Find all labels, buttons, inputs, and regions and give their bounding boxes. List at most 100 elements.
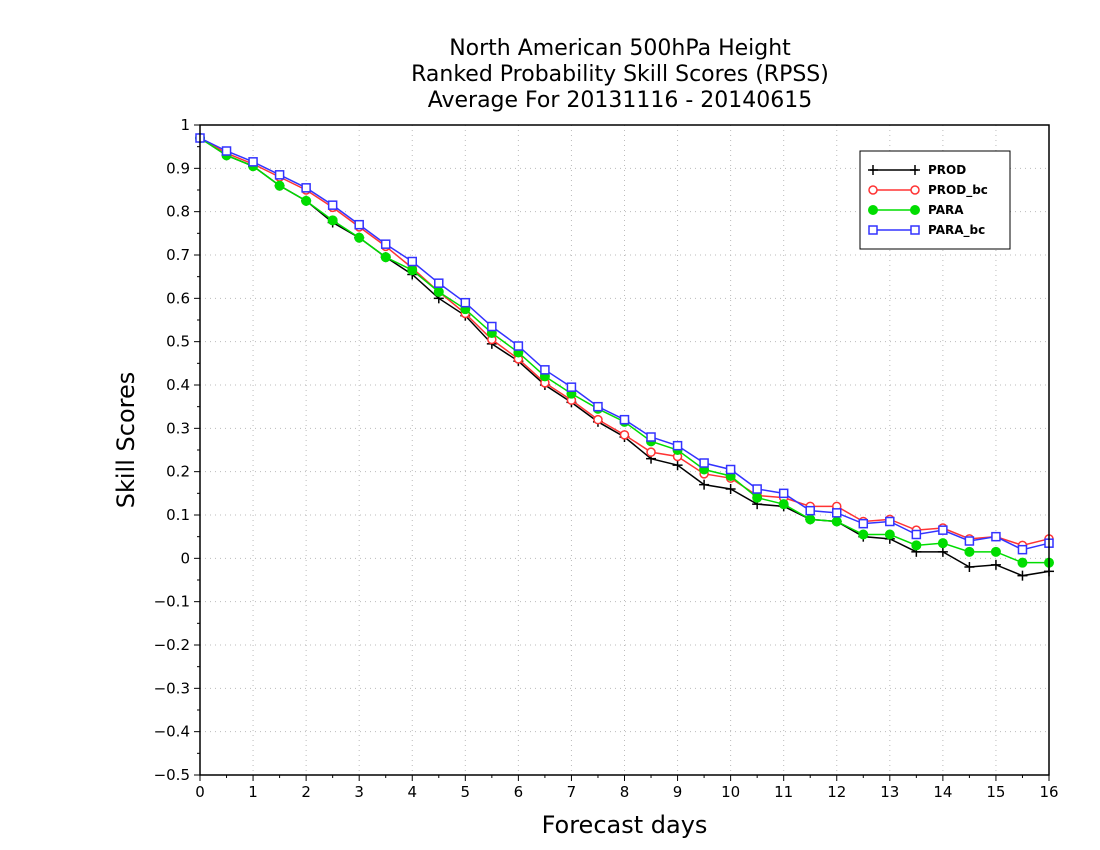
- data-point: [778, 499, 789, 510]
- y-tick-label: 0.3: [166, 419, 190, 437]
- data-point: [593, 414, 603, 425]
- data-point: [407, 265, 418, 276]
- x-tick-label: 9: [673, 783, 683, 801]
- data-point: [805, 505, 815, 516]
- data-point: [1017, 557, 1028, 568]
- data-point: [868, 225, 878, 235]
- x-tick-label: 12: [827, 783, 846, 801]
- data-point: [964, 546, 975, 557]
- x-tick-label: 7: [567, 783, 577, 801]
- data-point: [301, 183, 311, 193]
- data-point: [831, 516, 842, 527]
- data-point: [884, 529, 895, 540]
- data-point: [910, 225, 920, 235]
- data-point: [407, 256, 417, 267]
- data-point: [327, 200, 338, 210]
- legend-item-para-bc: PARA_bc: [868, 223, 985, 238]
- y-tick-label: 0.5: [166, 333, 190, 351]
- data-point: [911, 540, 922, 551]
- y-tick-label: 0.6: [166, 289, 190, 307]
- data-point: [327, 215, 338, 226]
- data-point: [911, 529, 922, 540]
- legend-label: PROD_bc: [928, 183, 988, 198]
- data-point: [487, 321, 497, 332]
- legend: PROD PROD_bc PARA PARA_bc: [859, 150, 1011, 250]
- data-point: [964, 562, 975, 572]
- data-point: [672, 440, 683, 451]
- y-tick-label: 0: [180, 549, 190, 567]
- data-point: [991, 531, 1001, 542]
- data-point: [964, 536, 975, 546]
- chart-title-line-1: North American 500hPa Height: [449, 36, 791, 61]
- data-point: [910, 205, 920, 215]
- y-tick-label: 0.9: [166, 159, 190, 177]
- x-tick-label: 4: [407, 783, 417, 801]
- chart-title-line-2: Ranked Probability Skill Scores (RPSS): [411, 62, 829, 87]
- data-point: [858, 518, 869, 529]
- data-point: [910, 185, 920, 195]
- data-point: [990, 559, 1001, 570]
- data-point: [868, 185, 878, 195]
- y-tick-label: 0.2: [166, 463, 190, 481]
- x-tick-label: 2: [301, 783, 311, 801]
- x-tick-label: 1: [248, 783, 258, 801]
- y-tick-label: 0.4: [166, 376, 190, 394]
- data-point: [619, 430, 630, 440]
- y-axis-label: Skill Scores: [112, 372, 140, 509]
- data-point: [354, 232, 365, 243]
- y-tick-label: −0.4: [154, 723, 190, 741]
- x-tick-label: 5: [461, 783, 471, 801]
- y-tick-label: 0.7: [166, 246, 190, 264]
- data-point: [938, 525, 948, 535]
- x-tick-label: 10: [721, 783, 740, 801]
- legend-item-prod-bc: PROD_bc: [868, 183, 988, 198]
- axis-ticks: 0 1 2 3 4 5 6 7 8 9 10 11 12 13 14 15 16−0.5−0.4−0.3−0.2…: [154, 116, 1059, 801]
- y-tick-label: 0.8: [166, 203, 190, 221]
- data-point: [990, 546, 1001, 557]
- x-tick-label: 11: [774, 783, 793, 801]
- data-point: [274, 180, 285, 191]
- legend-box: [859, 150, 1011, 250]
- data-point: [910, 165, 920, 175]
- data-point: [752, 484, 762, 494]
- data-point: [805, 514, 816, 525]
- y-tick-label: −0.3: [154, 679, 190, 697]
- data-point: [301, 195, 312, 206]
- data-point: [672, 460, 683, 471]
- data-point: [434, 278, 444, 288]
- data-point: [868, 165, 878, 175]
- y-tick-label: −0.5: [154, 766, 190, 784]
- chart-title-line-3: Average For 20131116 - 20140615: [427, 88, 813, 113]
- y-tick-label: 0.1: [166, 506, 190, 524]
- data-point: [380, 252, 391, 263]
- data-point: [752, 492, 763, 503]
- data-point: [513, 341, 524, 351]
- data-point: [832, 508, 842, 518]
- x-tick-label: 16: [1039, 783, 1058, 801]
- legend-label: PARA: [928, 203, 964, 217]
- data-point: [725, 464, 736, 475]
- x-tick-label: 3: [354, 783, 364, 801]
- data-point: [274, 170, 285, 180]
- data-point: [699, 479, 710, 490]
- data-point: [778, 488, 789, 499]
- data-point: [937, 546, 948, 557]
- x-tick-label: 8: [620, 783, 630, 801]
- data-point: [937, 538, 948, 549]
- y-tick-label: 1: [180, 116, 190, 134]
- data-point: [221, 146, 232, 156]
- data-point: [566, 382, 577, 392]
- data-point: [619, 414, 630, 425]
- data-point: [1017, 544, 1028, 555]
- data-point: [646, 432, 656, 442]
- y-tick-label: −0.1: [154, 593, 190, 611]
- legend-item-prod: PROD: [868, 163, 966, 177]
- x-tick-label: 6: [514, 783, 524, 801]
- data-point: [248, 157, 258, 167]
- data-point: [1017, 570, 1028, 581]
- x-tick-label: 0: [195, 783, 205, 801]
- x-tick-label: 14: [933, 783, 952, 801]
- data-point: [725, 484, 736, 494]
- data-point: [354, 219, 364, 230]
